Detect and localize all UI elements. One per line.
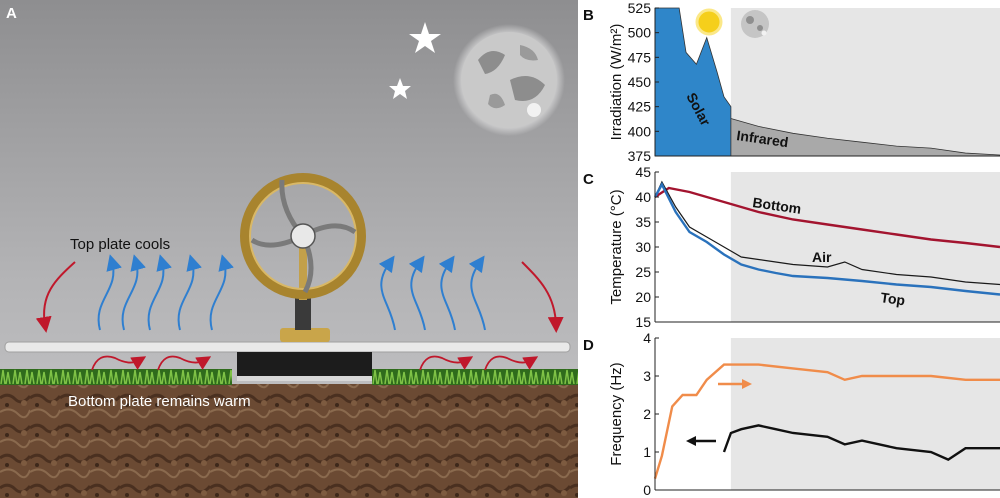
y-tick-label: 45 xyxy=(635,164,651,180)
y-tick-label: 0 xyxy=(643,482,651,498)
chart-temperature: 15 20 25 30 35 40 45 Temperature (°C) C xyxy=(583,164,1000,330)
y-tick-label: 450 xyxy=(628,74,652,90)
stirling-engine xyxy=(4,173,571,381)
top-plate xyxy=(4,341,571,353)
y-tick-label: 400 xyxy=(628,123,652,139)
bottom-plate-label: Bottom plate remains warm xyxy=(68,393,251,410)
y-tick-label: 20 xyxy=(635,289,651,305)
y-tick-label: 2 xyxy=(643,406,651,422)
y-tick-label: 500 xyxy=(628,25,652,41)
y-tick-label: 525 xyxy=(628,0,652,16)
night-region xyxy=(730,172,1000,322)
y-axis-label: Temperature (°C) xyxy=(608,189,625,304)
star-icon xyxy=(409,22,441,53)
y-tick-label: 35 xyxy=(635,214,651,230)
flywheel xyxy=(240,173,366,299)
chart-frequency: 0 1 2 3 4 Frequency (Hz) D xyxy=(583,330,1000,498)
series-line-0 xyxy=(653,363,1000,479)
engine-post xyxy=(299,230,307,300)
y-tick-label: 15 xyxy=(635,314,651,330)
panel-a: A Top plate cools Bottom plate remains w… xyxy=(0,0,578,498)
infrared-label: Infrared xyxy=(736,127,790,150)
y-tick-label: 475 xyxy=(628,49,652,65)
y-tick-label: 30 xyxy=(635,239,651,255)
y-tick-label: 4 xyxy=(643,330,651,346)
engine-cylinder xyxy=(237,352,372,378)
panel-letter: D xyxy=(583,337,594,354)
bottom-series-label: Bottom xyxy=(752,194,803,217)
moon-small-icon xyxy=(741,10,769,38)
warming-arrows xyxy=(91,355,539,371)
engine-base xyxy=(280,328,330,342)
soil xyxy=(0,384,578,498)
y-axis-label: Frequency (Hz) xyxy=(608,362,625,465)
bottom-plate xyxy=(237,376,372,381)
panel-letter: C xyxy=(583,171,594,188)
night-region xyxy=(730,338,1000,490)
y-axis-label: Irradiation (W/m²) xyxy=(608,24,625,141)
area-solar xyxy=(654,7,732,157)
moon-icon xyxy=(453,24,565,136)
y-tick-label: 1 xyxy=(643,444,651,460)
grass-right xyxy=(372,369,578,385)
panel-letter: B xyxy=(583,7,594,24)
cooling-arrows xyxy=(35,254,564,333)
series-line-top xyxy=(653,181,1000,296)
y-tick-label: 25 xyxy=(635,264,651,280)
y-tick-label: 40 xyxy=(635,189,651,205)
frequency-arrows xyxy=(686,379,752,446)
y-tick-label: 3 xyxy=(643,368,651,384)
series-line-bottom xyxy=(654,186,1000,249)
air-series-label: Air xyxy=(812,249,832,265)
sun-icon xyxy=(695,8,723,36)
y-tick-label: 425 xyxy=(628,99,652,115)
top-series-label: Top xyxy=(880,289,907,308)
star-icon xyxy=(389,78,411,99)
grass-left xyxy=(0,369,232,385)
series-line-1 xyxy=(722,424,1000,461)
y-tick-label: 375 xyxy=(628,148,652,164)
top-plate-label: Top plate cools xyxy=(70,236,170,253)
panel-letter-a: A xyxy=(6,5,17,22)
engine-piston xyxy=(295,296,311,330)
series-line-air xyxy=(654,180,1000,286)
